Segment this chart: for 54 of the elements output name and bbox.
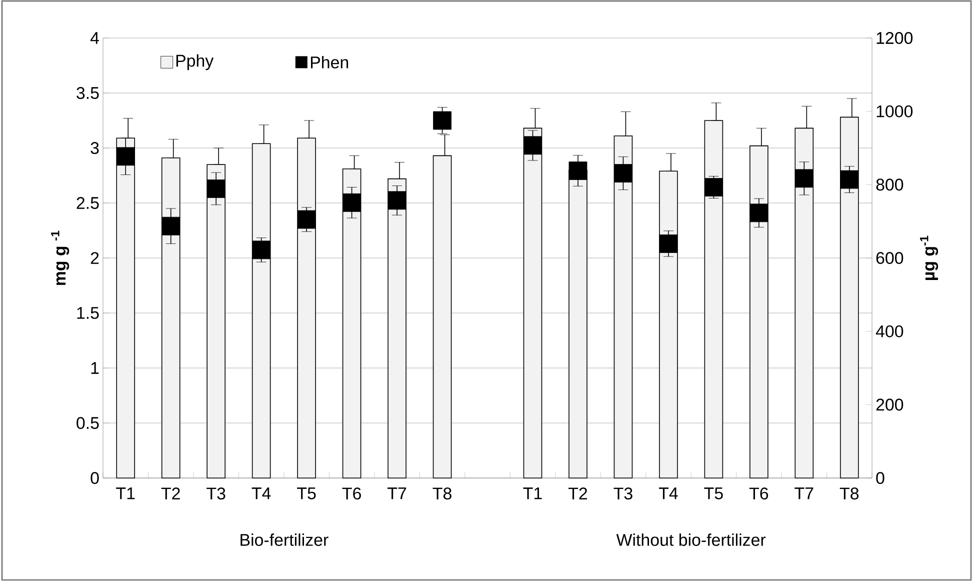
point	[614, 164, 632, 183]
point	[794, 169, 814, 188]
point	[206, 180, 226, 198]
point	[342, 194, 361, 212]
y2-tick-label: 0	[876, 472, 884, 484]
point	[750, 204, 768, 222]
point	[704, 178, 723, 197]
legend-label: Pphy	[176, 54, 214, 70]
x-tick-label: T1	[523, 488, 542, 500]
y-tick-label: 2.5	[76, 197, 99, 210]
x-tick-label: T6	[342, 488, 361, 500]
x-tick-label: T7	[388, 488, 406, 500]
y-tick-label: 0	[90, 472, 99, 484]
y2-tick-label: 400	[876, 325, 904, 338]
point	[568, 162, 588, 180]
point	[840, 170, 859, 189]
point	[433, 111, 452, 130]
y2-tick-label: 1200	[876, 32, 913, 44]
text: Bio-fertilizer	[240, 534, 328, 546]
y2-tick-label: 1000	[876, 105, 913, 118]
y-tick-label: 1	[91, 362, 99, 374]
y-axis-title: mg g $^{-1}$	[51, 230, 70, 286]
y-tick-label: 3	[90, 142, 99, 154]
y2-axis-title: µg g$^{-1}$	[920, 236, 938, 280]
y-tick-label: 3.5	[76, 87, 99, 100]
y2-tick-label: 600	[876, 252, 904, 264]
x-tick-label: T5	[297, 488, 316, 500]
x-tick-label: T2	[568, 488, 588, 500]
point	[297, 210, 316, 229]
x-tick-label: T8	[840, 488, 859, 500]
point	[388, 191, 406, 210]
x-tick-label: T1	[116, 488, 135, 500]
x-tick-label: T5	[704, 488, 723, 500]
x-tick-label: T4	[658, 488, 678, 500]
legend-label: Phen	[310, 56, 348, 69]
point	[524, 136, 542, 155]
y-tick-label: 2	[90, 252, 99, 264]
point	[659, 234, 678, 254]
y2-tick-label: 200	[876, 398, 904, 411]
y-tick-label: 1.5	[77, 307, 99, 320]
x-tick-label: T7	[794, 488, 814, 500]
x-tick-label: T2	[161, 488, 180, 500]
y2-tick-label: 800	[876, 178, 904, 191]
y-tick-label: 0.5	[76, 417, 99, 430]
text: Without bio-fertilizer	[616, 534, 766, 546]
x-tick-label: T8	[432, 488, 452, 500]
point	[252, 240, 271, 260]
x-tick-label: T3	[614, 488, 632, 500]
y-tick-label: 4	[90, 32, 99, 44]
x-tick-label: T4	[252, 488, 271, 500]
x-tick-label: T6	[749, 488, 768, 500]
x-tick-label: T3	[206, 488, 226, 500]
point	[116, 147, 135, 166]
point	[162, 217, 180, 236]
